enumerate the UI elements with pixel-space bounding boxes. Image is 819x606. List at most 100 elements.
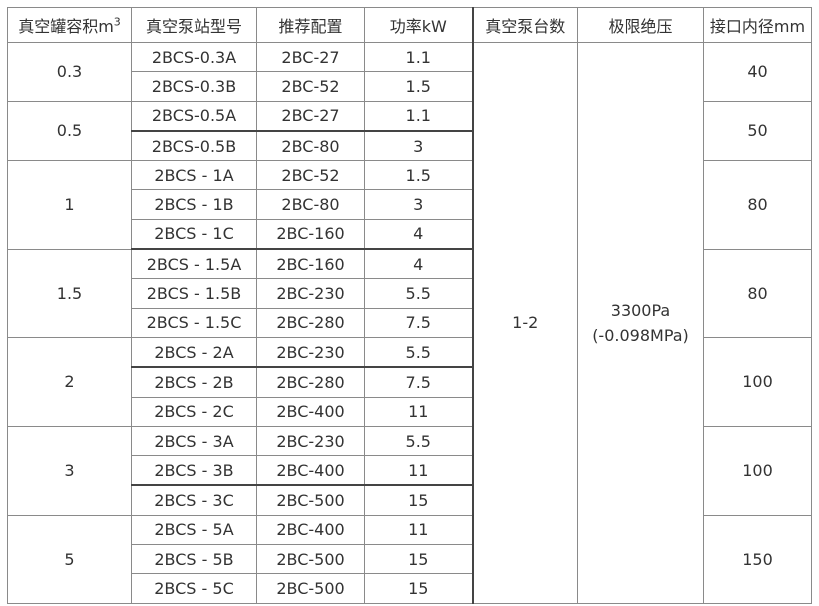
- table-row: 0.3 2BCS-0.3A 2BC-27 1.1 1-2 3300Pa (-0.098MPa…: [7, 41, 812, 604]
- config-cell: 2BC-280: [256, 307, 365, 338]
- table-row: 2BCS - 5C 2BC-500 15: [8, 573, 812, 604]
- model-cell: 2BCS - 3C: [131, 484, 257, 516]
- volume-cell: 1: [7, 160, 132, 250]
- port-cell: 40: [703, 42, 812, 102]
- model-cell: 2BCS - 1.5A: [131, 248, 257, 280]
- power-cell: 3: [364, 130, 474, 162]
- config-cell: 2BC-500: [256, 484, 365, 516]
- power-cell: 1.5: [364, 71, 474, 102]
- volume-cell: 3: [7, 425, 132, 516]
- config-cell: 2BC-400: [256, 455, 365, 487]
- model-cell: 2BCS-0.3A: [131, 41, 257, 73]
- volume-cell: 0.5: [7, 100, 132, 162]
- table-row: 2BCS - 2C 2BC-400 11: [8, 396, 812, 427]
- model-cell: 2BCS - 1.5C: [131, 307, 257, 338]
- config-cell: 2BC-27: [256, 41, 365, 73]
- power-cell: 5.5: [364, 425, 474, 457]
- header-volume: 真空罐容积m3: [7, 7, 132, 43]
- config-cell: 2BC-80: [256, 130, 365, 162]
- table-row: 2BCS - 1.5C 2BC-280 7.5: [8, 307, 812, 338]
- config-cell: 2BC-280: [256, 366, 365, 398]
- config-cell: 2BC-230: [256, 425, 365, 457]
- port-cell: 100: [703, 425, 812, 516]
- config-cell: 2BC-80: [256, 189, 365, 220]
- model-cell: 2BCS - 1B: [131, 189, 257, 220]
- table-row: 0.5 2BCS-0.5A 2BC-27 1.1 50: [7, 100, 812, 162]
- config-cell: 2BC-230: [256, 278, 365, 309]
- header-config: 推荐配置: [256, 7, 365, 43]
- power-cell: 15: [364, 573, 474, 604]
- power-cell: 15: [364, 544, 474, 575]
- model-cell: 2BCS - 1A: [131, 160, 257, 191]
- volume-cell: 5: [7, 514, 132, 604]
- model-cell: 2BCS - 1.5B: [131, 278, 257, 309]
- table-row: 2BCS - 1B 2BC-80 3: [8, 189, 812, 220]
- header-row: 真空罐容积m3 真空泵站型号 推荐配置 功率kW 真空泵台数 极限绝压 接口内径…: [7, 7, 812, 43]
- power-cell: 7.5: [364, 307, 474, 338]
- config-cell: 2BC-160: [256, 248, 365, 280]
- volume-cell: 1.5: [7, 248, 132, 338]
- model-cell: 2BCS - 2C: [131, 396, 257, 427]
- pump-count-cell: 1-2: [472, 42, 578, 604]
- header-power: 功率kW: [364, 7, 474, 43]
- model-cell: 2BCS - 5A: [131, 514, 257, 546]
- volume-cell: 0.3: [7, 42, 132, 102]
- header-pump-count: 真空泵台数: [472, 7, 578, 43]
- table-row: 5 2BCS - 5A 2BC-400 11 150: [7, 514, 812, 604]
- config-cell: 2BC-500: [256, 544, 365, 575]
- table-row: 2BCS - 3C 2BC-500 15: [8, 484, 812, 516]
- pressure-value: 3300Pa: [610, 300, 671, 320]
- port-cell: 50: [703, 100, 812, 162]
- header-model: 真空泵站型号: [131, 7, 257, 43]
- vacuum-station-spec-table: 真空罐容积m3 真空泵站型号 推荐配置 功率kW 真空泵台数 极限绝压 接口内径…: [7, 7, 812, 604]
- model-cell: 2BCS-0.3B: [131, 71, 257, 102]
- config-cell: 2BC-160: [256, 218, 365, 251]
- header-pressure: 极限绝压: [577, 7, 704, 43]
- config-cell: 2BC-230: [256, 336, 365, 369]
- table-row: 3 2BCS - 3A 2BC-230 5.5 100: [7, 425, 812, 516]
- volume-cell: 2: [7, 336, 132, 427]
- power-cell: 1.5: [364, 160, 474, 191]
- config-cell: 2BC-52: [256, 71, 365, 102]
- model-cell: 2BCS - 2A: [131, 336, 257, 369]
- power-cell: 11: [364, 455, 474, 487]
- config-cell: 2BC-500: [256, 573, 365, 604]
- table-row: 1.5 2BCS - 1.5A 2BC-160 4 80: [7, 248, 812, 338]
- power-cell: 4: [364, 248, 474, 280]
- power-cell: 4: [364, 218, 474, 251]
- power-cell: 5.5: [364, 336, 474, 369]
- port-cell: 80: [703, 248, 812, 338]
- pressure-mpa: (-0.098MPa): [592, 325, 689, 345]
- config-cell: 2BC-400: [256, 396, 365, 427]
- power-cell: 11: [364, 514, 474, 546]
- table-row: 2BCS-0.3B 2BC-52 1.5: [8, 71, 812, 102]
- model-cell: 2BCS - 3A: [131, 425, 257, 457]
- power-cell: 1.1: [364, 100, 474, 132]
- table-row: 2BCS - 1.5B 2BC-230 5.5: [8, 278, 812, 309]
- table-row: 2BCS - 2B 2BC-280 7.5: [8, 366, 812, 398]
- port-cell: 100: [703, 336, 812, 427]
- power-cell: 7.5: [364, 366, 474, 398]
- model-cell: 2BCS-0.5B: [131, 130, 257, 162]
- table-row: 2BCS - 1C 2BC-160 4: [8, 218, 812, 251]
- config-cell: 2BC-52: [256, 160, 365, 191]
- config-cell: 2BC-400: [256, 514, 365, 546]
- table-row: 2BCS - 5B 2BC-500 15: [8, 544, 812, 575]
- model-cell: 2BCS - 1C: [131, 218, 257, 251]
- config-cell: 2BC-27: [256, 100, 365, 132]
- model-cell: 2BCS - 5B: [131, 544, 257, 575]
- pressure-cell: 3300Pa (-0.098MPa): [577, 42, 704, 604]
- power-cell: 15: [364, 484, 474, 516]
- header-port: 接口内径mm: [703, 7, 812, 43]
- port-cell: 80: [703, 160, 812, 250]
- table-row: 2BCS-0.5B 2BC-80 3: [8, 130, 812, 162]
- power-cell: 3: [364, 189, 474, 220]
- table-row: 2BCS - 3B 2BC-400 11: [8, 455, 812, 487]
- model-cell: 2BCS - 3B: [131, 455, 257, 487]
- power-cell: 1.1: [364, 41, 474, 73]
- model-cell: 2BCS - 5C: [131, 573, 257, 604]
- table-row: 1 2BCS - 1A 2BC-52 1.5 80: [7, 160, 812, 250]
- port-cell: 150: [703, 514, 812, 604]
- model-cell: 2BCS-0.5A: [131, 100, 257, 132]
- power-cell: 11: [364, 396, 474, 427]
